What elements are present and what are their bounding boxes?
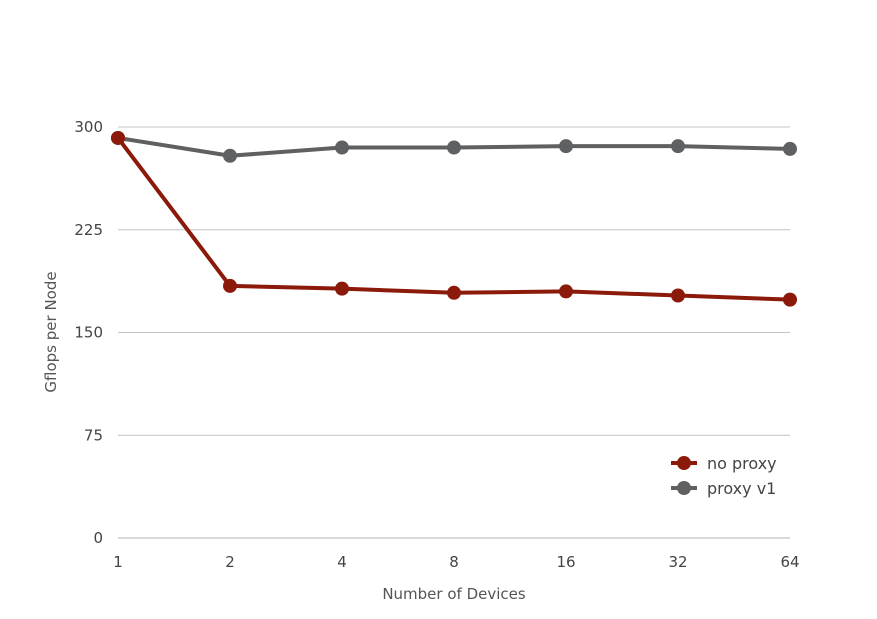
x-tick-label-32: 32 — [668, 553, 687, 571]
y-tick-label-0: 0 — [93, 529, 103, 547]
x-tick-label-64: 64 — [780, 553, 799, 571]
legend-label-proxy-v1: proxy v1 — [707, 479, 776, 498]
legend-marker-no-proxy — [677, 456, 691, 470]
x-axis-title: Number of Devices — [382, 585, 526, 603]
data-point-no-proxy-4 — [335, 281, 349, 296]
x-tick-label-16: 16 — [556, 553, 575, 571]
data-point-proxy-v1-4 — [335, 140, 349, 155]
y-tick-label-75: 75 — [84, 426, 103, 444]
data-point-proxy-v1-32 — [671, 139, 685, 154]
legend: no proxy proxy v1 — [671, 454, 777, 498]
data-point-no-proxy-64 — [783, 292, 797, 307]
y-axis-title: Gflops per Node — [42, 271, 60, 392]
x-tick-label-8: 8 — [449, 553, 459, 571]
legend-item-proxy-v1: proxy v1 — [671, 479, 776, 498]
x-tick-label-2: 2 — [225, 553, 235, 571]
gridlines — [118, 126, 790, 539]
data-point-proxy-v1-2 — [223, 148, 237, 163]
data-series — [111, 130, 797, 307]
series-proxy-v1 — [111, 130, 797, 163]
y-axis-tick-labels: 0 75 150 225 300 — [74, 118, 103, 547]
y-tick-label-225: 225 — [74, 221, 103, 239]
data-point-no-proxy-32 — [671, 288, 685, 303]
y-tick-label-300: 300 — [74, 118, 103, 136]
legend-label-no-proxy: no proxy — [707, 454, 777, 473]
series-no-proxy — [111, 130, 797, 307]
x-axis-tick-labels: 1 2 4 8 16 32 64 — [113, 553, 799, 571]
data-point-no-proxy-1 — [111, 130, 125, 145]
x-tick-label-4: 4 — [337, 553, 347, 571]
data-point-proxy-v1-64 — [783, 141, 797, 156]
legend-item-no-proxy: no proxy — [671, 454, 777, 473]
x-tick-label-1: 1 — [113, 553, 123, 571]
data-point-proxy-v1-8 — [447, 140, 461, 155]
y-tick-label-150: 150 — [74, 324, 103, 342]
data-point-no-proxy-8 — [447, 285, 461, 300]
data-point-no-proxy-2 — [223, 278, 237, 293]
series-line-no-proxy — [116, 135, 792, 302]
data-point-proxy-v1-16 — [559, 139, 573, 154]
legend-marker-proxy-v1 — [677, 481, 691, 495]
data-point-no-proxy-16 — [559, 284, 573, 299]
